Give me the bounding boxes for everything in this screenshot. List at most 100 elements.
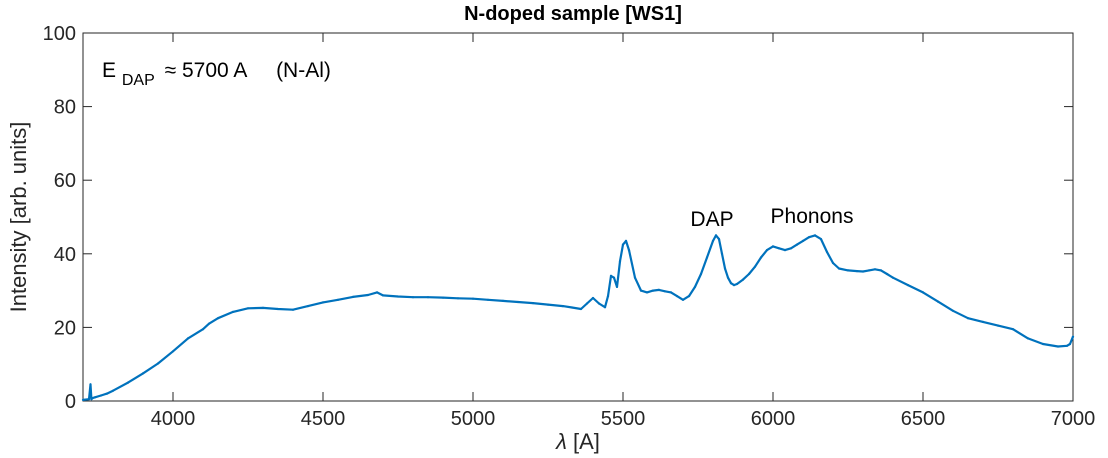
annotation-dap: DAP [690,208,733,231]
data-point [879,269,883,272]
data-point [246,307,250,310]
data-point [81,398,85,401]
data-point [711,239,715,242]
data-point [276,307,280,311]
data-point [579,307,583,311]
data-point [723,267,727,270]
annotation-edap: E DAP ≈ 5700 A (N-Al) [102,59,331,90]
data-point [1068,342,1072,346]
data-point [216,317,220,320]
data-point [156,362,160,365]
data-point [819,238,823,241]
data-point [531,302,535,305]
data-point [735,282,739,286]
data-point [741,278,745,281]
data-point [171,350,175,353]
data-point [627,249,631,252]
data-point [471,297,475,300]
data-point [306,305,310,308]
data-point [111,389,115,392]
data-point [366,293,370,297]
data-point [186,337,190,340]
data-point [396,295,400,298]
data-point [645,291,649,294]
data-point [411,296,415,299]
data-point [795,243,799,246]
data-point [597,302,601,305]
data-point [729,282,733,285]
data-point [720,252,724,255]
data-point [231,310,235,313]
data-point [441,296,445,299]
data-point [681,298,685,301]
data-point [291,308,295,311]
data-point [846,269,850,272]
data-point [591,296,595,300]
data-point [603,306,607,309]
plot-frame [82,32,1074,402]
data-point [612,276,616,279]
data-point [837,267,841,270]
data-point [516,300,520,304]
data-point [351,295,355,298]
data-point [663,290,667,293]
data-point [813,234,817,237]
y-tick-label: 40 [54,244,76,266]
annotation-phonons: Phonons [771,205,854,228]
y-axis: 0 20 40 60 80 100 [43,23,1073,413]
data-point [693,285,697,288]
data-point [585,302,589,305]
data-point [615,285,619,288]
data-point [705,256,709,259]
data-point [936,300,940,303]
annotation-edap-value: ≈ 5700 A [165,59,248,82]
data-point [624,239,628,242]
data-point [687,295,691,298]
x-axis-label-unit: [A] [573,429,600,454]
data-point [261,306,265,309]
data-point [1056,345,1060,348]
data-point [714,234,718,237]
data-point [375,291,379,294]
x-tick-label: 7000 [1051,408,1096,430]
data-point [105,392,109,395]
data-point [966,317,970,320]
data-point [1065,344,1069,347]
data-point [1071,335,1075,338]
data-point [867,269,871,272]
data-point [336,298,340,301]
annotation-edap-subscript: DAP [122,72,155,89]
y-axis-label: Intensity [arb. units] [6,122,31,313]
data-point [201,328,205,331]
data-point [873,268,877,271]
data-point [546,303,550,306]
data-point [831,261,835,265]
data-point [639,289,643,292]
data-point [456,297,460,300]
data-point [486,298,490,301]
data-point [675,295,679,298]
data-point [93,396,97,399]
data-point [906,284,910,287]
y-tick-label: 0 [65,391,76,413]
data-point [699,272,703,276]
data-point [669,291,673,294]
x-tick-label: 4000 [151,408,196,430]
data-point [921,291,925,294]
data-point [321,301,325,304]
data-point [1041,342,1045,346]
y-tick-label: 60 [54,170,76,192]
x-tick-label: 6000 [751,408,796,430]
data-point [717,238,721,241]
data-point [789,247,793,250]
plot-area: 4000 4500 5000 5500 6000 6500 7000 0 20 40 60 80 10… [43,23,1096,430]
data-point [951,309,955,312]
data-point [561,305,565,308]
data-point [426,296,430,299]
data-point [765,249,769,252]
y-tick-label: 100 [43,23,76,45]
chart-title: N-doped sample [WS1] [464,3,682,25]
annotation-edap-letter: E [102,59,116,82]
data-point [726,276,730,279]
data-point [996,324,1000,327]
